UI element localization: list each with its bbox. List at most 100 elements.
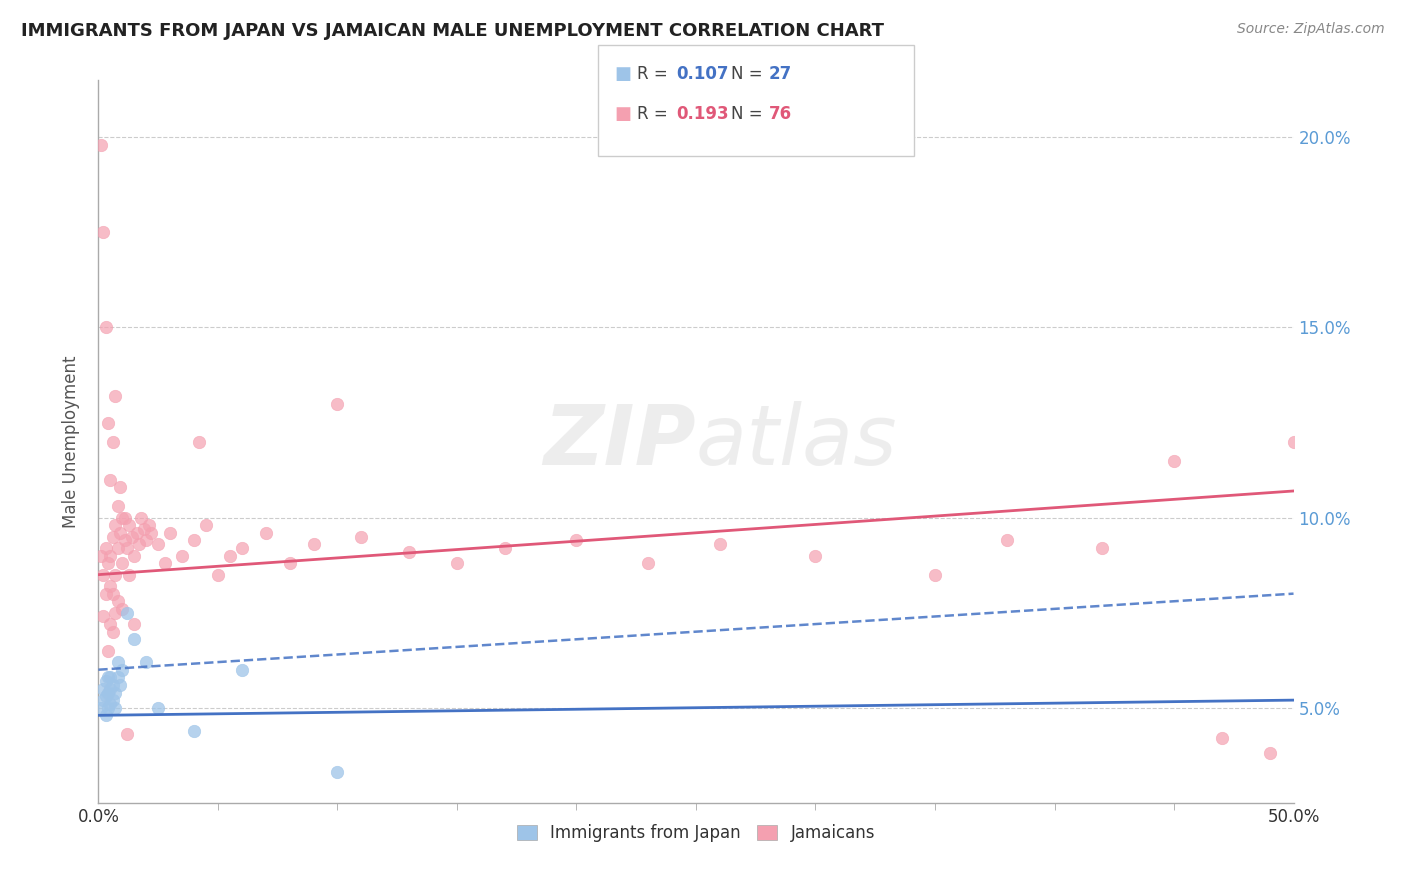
Point bbox=[108, 678, 131, 692]
Point bbox=[231, 663, 253, 677]
Point bbox=[131, 510, 153, 524]
Point bbox=[98, 579, 122, 593]
Point bbox=[115, 606, 138, 620]
Point bbox=[91, 226, 114, 240]
Point bbox=[111, 663, 134, 677]
Point bbox=[128, 537, 150, 551]
Point bbox=[94, 587, 117, 601]
Point bbox=[207, 567, 229, 582]
Point bbox=[135, 655, 157, 669]
Point bbox=[115, 727, 138, 741]
Point bbox=[135, 533, 157, 548]
Point bbox=[101, 678, 124, 692]
Point bbox=[94, 690, 117, 704]
Point bbox=[90, 700, 112, 714]
Point bbox=[124, 632, 146, 647]
Point bbox=[326, 396, 349, 410]
Text: 27: 27 bbox=[769, 65, 793, 83]
Text: 0.107: 0.107 bbox=[676, 65, 728, 83]
Y-axis label: Male Unemployment: Male Unemployment bbox=[62, 355, 80, 528]
Point bbox=[101, 434, 124, 449]
Point bbox=[565, 533, 588, 548]
Point bbox=[101, 587, 124, 601]
Point bbox=[104, 606, 127, 620]
Point bbox=[107, 670, 129, 684]
Point bbox=[804, 549, 827, 563]
Point bbox=[254, 525, 277, 540]
Point bbox=[278, 556, 301, 570]
Text: 0.193: 0.193 bbox=[676, 105, 728, 123]
Point bbox=[98, 681, 122, 696]
Point bbox=[148, 700, 170, 714]
Point bbox=[172, 549, 194, 563]
Point bbox=[104, 700, 127, 714]
Point bbox=[90, 137, 112, 152]
Point bbox=[104, 389, 127, 403]
Point bbox=[98, 617, 122, 632]
Point bbox=[148, 537, 170, 551]
Point bbox=[187, 434, 209, 449]
Point bbox=[125, 525, 148, 540]
Point bbox=[107, 655, 129, 669]
Point bbox=[132, 522, 155, 536]
Point bbox=[183, 723, 205, 738]
Point bbox=[107, 541, 129, 555]
Point bbox=[97, 643, 120, 657]
Point bbox=[398, 545, 420, 559]
Point bbox=[115, 541, 138, 555]
Point bbox=[111, 510, 134, 524]
Point bbox=[107, 594, 129, 608]
Point bbox=[91, 681, 114, 696]
Point bbox=[114, 510, 136, 524]
Point bbox=[104, 685, 127, 699]
Point bbox=[114, 533, 136, 548]
Point bbox=[104, 518, 127, 533]
Point bbox=[101, 530, 124, 544]
Point bbox=[231, 541, 253, 555]
Point bbox=[91, 609, 114, 624]
Point bbox=[159, 525, 181, 540]
Point bbox=[91, 693, 114, 707]
Text: ■: ■ bbox=[614, 65, 631, 83]
Point bbox=[139, 525, 162, 540]
Point bbox=[108, 480, 131, 494]
Point bbox=[446, 556, 468, 570]
Text: Source: ZipAtlas.com: Source: ZipAtlas.com bbox=[1237, 22, 1385, 37]
Point bbox=[111, 602, 134, 616]
Point bbox=[91, 567, 114, 582]
Point bbox=[101, 693, 124, 707]
Legend: Immigrants from Japan, Jamaicans: Immigrants from Japan, Jamaicans bbox=[510, 817, 882, 848]
Text: ZIP: ZIP bbox=[543, 401, 696, 482]
Text: N =: N = bbox=[731, 65, 768, 83]
Text: IMMIGRANTS FROM JAPAN VS JAMAICAN MALE UNEMPLOYMENT CORRELATION CHART: IMMIGRANTS FROM JAPAN VS JAMAICAN MALE U… bbox=[21, 22, 884, 40]
Point bbox=[104, 567, 127, 582]
Point bbox=[124, 617, 146, 632]
Point bbox=[138, 518, 160, 533]
Text: ■: ■ bbox=[614, 105, 631, 123]
Point bbox=[97, 685, 120, 699]
Point bbox=[98, 549, 122, 563]
Point bbox=[995, 533, 1018, 548]
Point bbox=[1163, 453, 1185, 467]
Text: R =: R = bbox=[637, 105, 673, 123]
Point bbox=[155, 556, 177, 570]
Point bbox=[1091, 541, 1114, 555]
Point bbox=[1282, 434, 1305, 449]
Point bbox=[1211, 731, 1233, 746]
Point bbox=[124, 549, 146, 563]
Point bbox=[111, 556, 134, 570]
Point bbox=[121, 530, 143, 544]
Point bbox=[97, 556, 120, 570]
Point bbox=[101, 624, 124, 639]
Point bbox=[924, 567, 946, 582]
Point bbox=[219, 549, 242, 563]
Point bbox=[94, 674, 117, 689]
Point bbox=[94, 708, 117, 723]
Point bbox=[494, 541, 516, 555]
Text: 76: 76 bbox=[769, 105, 792, 123]
Point bbox=[118, 567, 141, 582]
Point bbox=[98, 473, 122, 487]
Point bbox=[302, 537, 325, 551]
Point bbox=[97, 670, 120, 684]
Point bbox=[326, 765, 349, 780]
